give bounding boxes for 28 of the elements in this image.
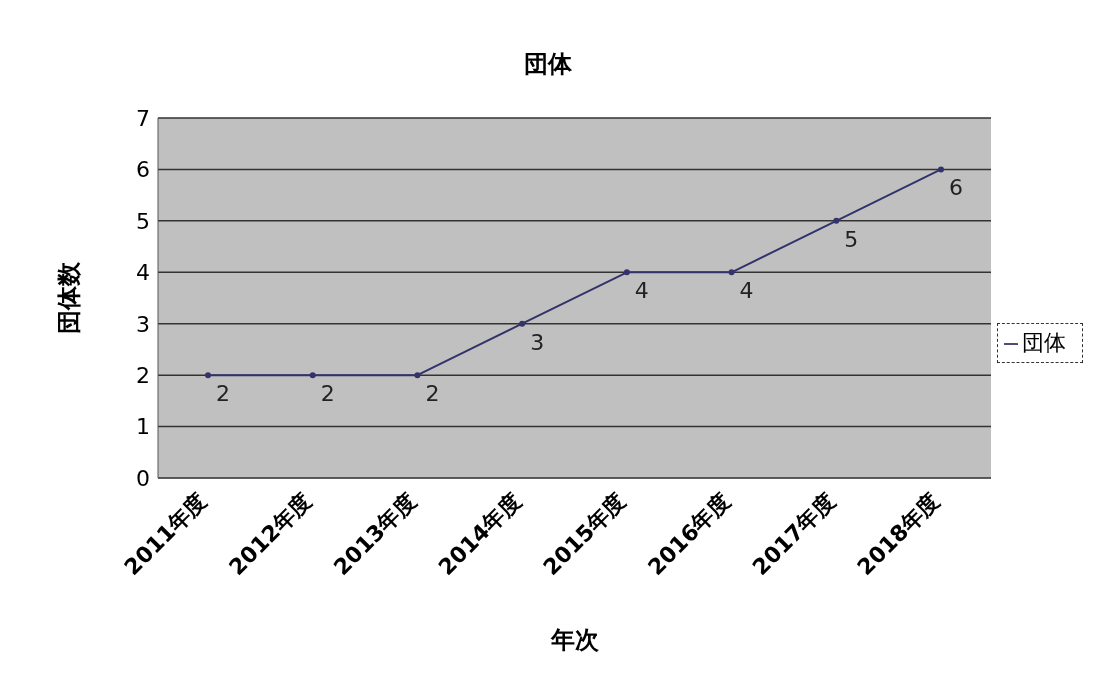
data-label: 2 xyxy=(216,381,230,407)
point xyxy=(205,372,211,379)
y-tick-label: 0 xyxy=(136,465,150,491)
data-label: 5 xyxy=(844,226,859,252)
data-label: 4 xyxy=(739,278,754,304)
data-label: 2 xyxy=(320,381,335,407)
data-label: 4 xyxy=(634,278,649,304)
y-tick-label: 4 xyxy=(136,260,150,286)
y-axis-title: 団体数 xyxy=(54,261,83,334)
y-tick-label: 6 xyxy=(136,157,150,183)
data-label: 2 xyxy=(425,381,440,407)
y-tick-label: 2 xyxy=(136,362,150,388)
point xyxy=(833,217,840,224)
data-label: 6 xyxy=(949,175,963,201)
x-axis-title: 年次 xyxy=(549,626,600,654)
chart-title: 団体 xyxy=(522,49,573,80)
point xyxy=(938,166,944,173)
data-label: 3 xyxy=(530,329,545,355)
point xyxy=(623,269,630,276)
point xyxy=(414,372,421,379)
point xyxy=(519,320,526,327)
y-tick-label: 1 xyxy=(136,414,150,440)
point xyxy=(309,372,316,379)
y-tick-label: 5 xyxy=(136,208,150,234)
legend-label: 団体 xyxy=(1022,330,1066,355)
point xyxy=(728,269,735,276)
y-tick-label: 7 xyxy=(136,105,150,131)
y-tick-label: 3 xyxy=(136,311,150,337)
